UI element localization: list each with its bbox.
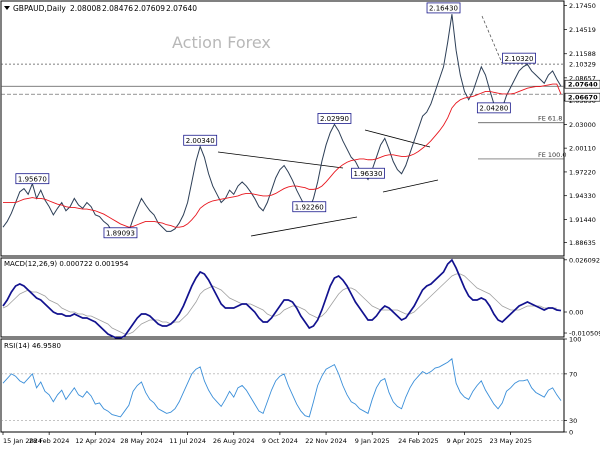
time-tick-label: 26 Aug 2024 <box>213 437 255 445</box>
macd-tick-label: 0.026092 <box>569 256 600 264</box>
watermark: Action Forex <box>172 33 271 52</box>
time-tick-label: 15 Jan 2024 <box>3 437 42 445</box>
dropdown-arrow-icon[interactable] <box>4 6 10 10</box>
time-tick-label: 24 Feb 2025 <box>398 437 438 445</box>
macd-tick-label: 0.00 <box>569 309 583 317</box>
fib-label: FE 61.8 <box>538 115 562 123</box>
price-tick-label: 2.14519 <box>569 26 596 34</box>
level-annotation: 1.96330 <box>354 170 383 178</box>
ohlc-low: 2.07609 <box>134 4 165 13</box>
trendline-upper-2 <box>364 129 431 148</box>
level-annotation-box <box>502 52 536 64</box>
level-annotation-box <box>317 113 352 124</box>
rsi-tick-label: 30 <box>569 417 577 425</box>
level-annotation: 2.00340 <box>186 137 215 145</box>
time-tick-label: 9 Jan 2025 <box>355 437 390 445</box>
rsi-tick-label: 70 <box>569 370 577 378</box>
price-tick-label: 2.17450 <box>569 2 596 10</box>
rsi-line <box>2 357 562 418</box>
trendlines <box>217 15 503 237</box>
rsi-title: RSI(14) 46.9580 <box>4 342 61 350</box>
level-annotation-box <box>476 102 511 114</box>
symbol-title: GBPAUD,Daily <box>13 4 66 13</box>
price-tick-label: 1.94330 <box>569 192 596 200</box>
level-annotation-box <box>292 201 327 213</box>
ohlc-close: 2.07640 <box>166 4 197 13</box>
level-annotation: 1.95670 <box>18 175 47 183</box>
level-annotation-box <box>351 167 385 179</box>
level-annotation-box <box>103 227 138 239</box>
price-panel: Action Forex GBPAUD,Daily 2.08008 2.0847… <box>0 0 600 257</box>
time-tick-label: 9 Oct 2024 <box>262 437 298 445</box>
macd-axis: 0.026092 0.00 -0.010509 <box>564 256 600 338</box>
level-flag-label: 2.07640 <box>568 81 598 89</box>
time-tick-label: 22 Nov 2024 <box>305 437 347 445</box>
price-tick-label: 2.00110 <box>569 145 596 153</box>
level-flag <box>564 92 600 102</box>
macd-tick-label: -0.010509 <box>569 330 600 338</box>
rsi-axis: 100 70 30 0 <box>564 336 581 437</box>
time-tick-label: 23 May 2025 <box>489 437 531 445</box>
level-annotation-box <box>183 134 218 146</box>
rsi-panel: RSI(14) 46.9580 100 70 30 0 <box>0 336 581 437</box>
rsi-tick-label: 100 <box>569 336 581 344</box>
price-tick-label: 1.91440 <box>569 216 596 224</box>
trendline-lower-1 <box>250 216 358 237</box>
level-annotation: 2.10320 <box>505 55 534 63</box>
chart-header: GBPAUD,Daily 2.08008 2.08476 2.07609 2.0… <box>4 4 197 13</box>
ohlc-open: 2.08008 <box>70 4 101 13</box>
price-annotations: 1.95670 1.89093 2.00340 1.92260 2.02990 1.963… <box>15 2 536 239</box>
price-line <box>2 14 562 238</box>
trendline-upper-1 <box>217 151 344 169</box>
rsi-series <box>1 357 564 421</box>
price-tick-label: 2.11588 <box>569 50 596 58</box>
price-levels: FE 61.8 FE 100.0 <box>1 63 567 160</box>
projection-dashed <box>481 15 503 64</box>
price-series <box>2 14 562 238</box>
level-annotation: 2.04280 <box>479 104 508 112</box>
level-axis-label: 2.10329 <box>569 61 596 69</box>
level-flag-label: 2.06670 <box>568 93 598 101</box>
price-tick-label: 1.97220 <box>569 168 596 176</box>
moving-average-line <box>3 83 562 228</box>
price-tick-label: 2.08657 <box>569 74 596 82</box>
fib-label: FE 100.0 <box>538 151 567 159</box>
macd-signal-line <box>2 273 557 335</box>
trendline-lower-2 <box>382 179 439 193</box>
rsi-tick-label: 0 <box>569 429 573 437</box>
time-tick-label: 28 Feb 2024 <box>29 437 69 445</box>
time-tick-label: 11 Jul 2024 <box>169 437 206 445</box>
level-annotation: 1.89093 <box>106 229 135 237</box>
level-annotation: 2.02990 <box>320 115 349 123</box>
time-tick-label: 28 May 2024 <box>120 437 162 445</box>
macd-title: MACD(12,26,9) 0.000722 0.001954 <box>4 260 129 268</box>
level-annotation-box <box>426 2 461 14</box>
macd-line <box>2 258 562 339</box>
price-axis: 2.174502.145192.115882.086572.058902.030… <box>564 2 600 247</box>
level-annotation: 1.92260 <box>295 203 324 211</box>
macd-panel: MACD(12,26,9) 0.000722 0.001954 0.026092… <box>0 256 600 339</box>
level-annotation-box <box>15 173 50 185</box>
time-tick-label: 12 Apr 2024 <box>75 437 115 445</box>
level-annotation: 2.16430 <box>429 5 458 13</box>
price-tick-label: 1.88635 <box>569 239 596 247</box>
macd-series <box>2 258 562 339</box>
time-tick-label: 9 Apr 2025 <box>446 437 482 445</box>
ohlc-high: 2.08476 <box>102 4 133 13</box>
price-tick-label: 2.03000 <box>569 121 596 129</box>
level-flag <box>564 79 600 89</box>
